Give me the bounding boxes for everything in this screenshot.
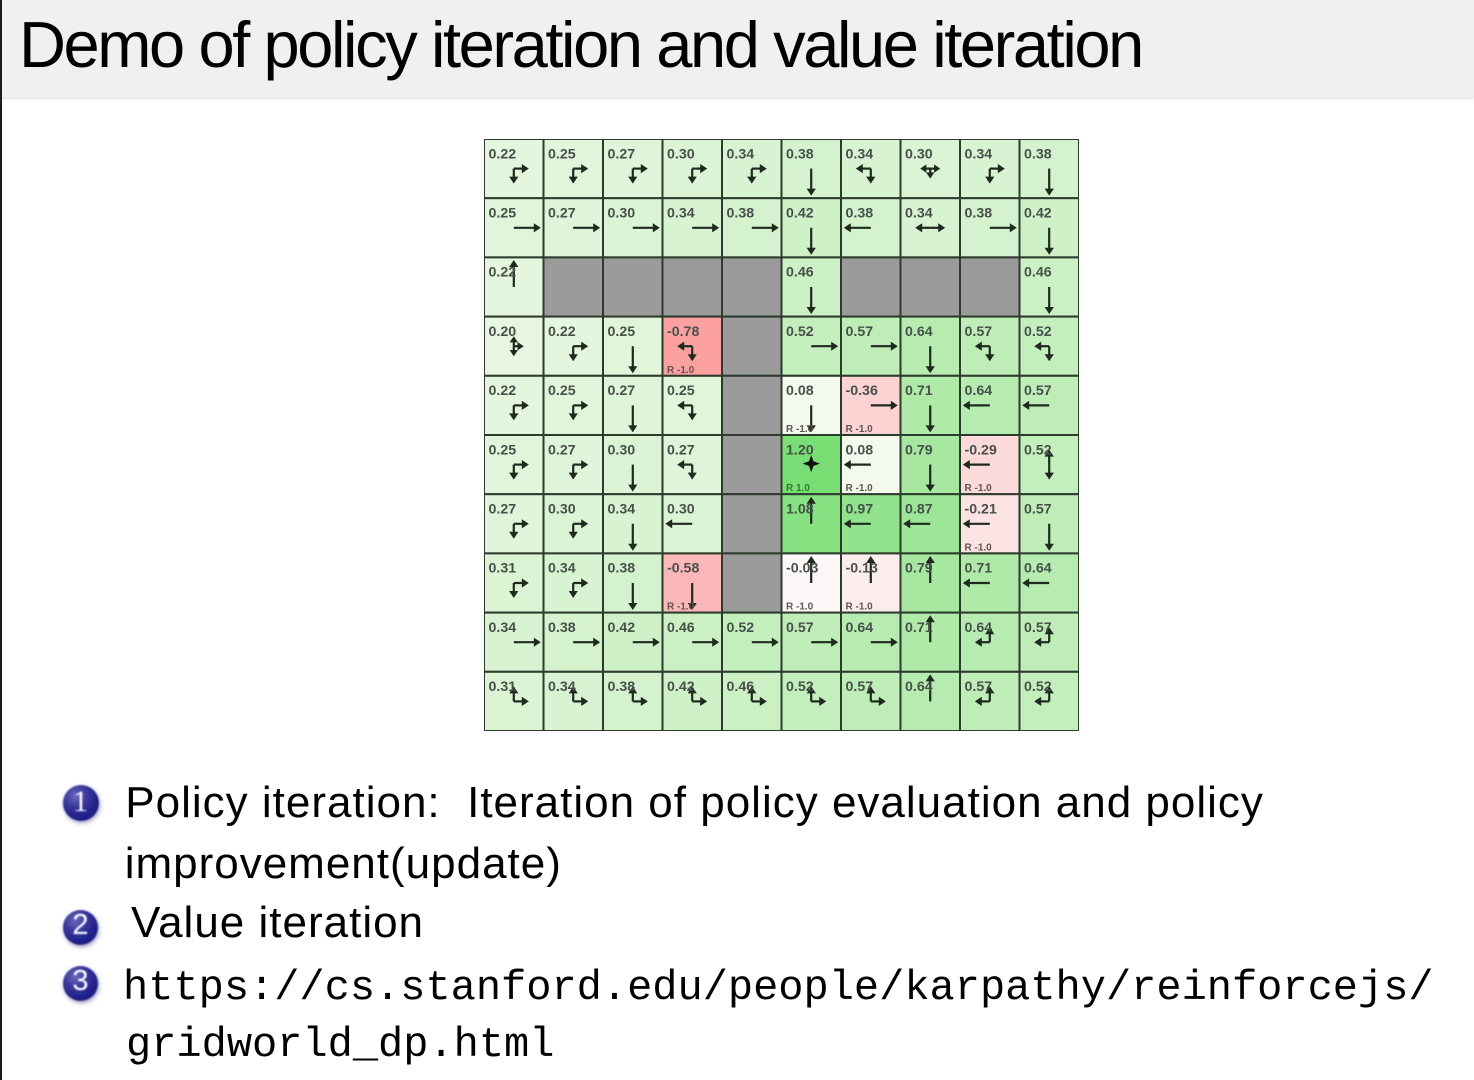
svg-text:0.46: 0.46 [667,620,695,636]
svg-text:0.08: 0.08 [846,442,874,458]
svg-text:0.57: 0.57 [1024,620,1052,636]
svg-text:-0.58: -0.58 [667,561,699,577]
svg-text:0.27: 0.27 [608,146,636,162]
svg-text:0.38: 0.38 [1024,146,1052,162]
svg-text:0.31: 0.31 [489,679,517,695]
svg-text:R -1.0: R -1.0 [667,365,695,376]
svg-text:0.22: 0.22 [489,146,517,162]
svg-text:0.25: 0.25 [608,324,636,340]
svg-text:0.52: 0.52 [1024,324,1052,340]
svg-text:R -1.0: R -1.0 [846,424,874,435]
svg-text:0.57: 0.57 [1024,502,1052,518]
svg-text:-0.29: -0.29 [965,442,997,458]
svg-text:0.64: 0.64 [905,679,933,695]
svg-text:0.71: 0.71 [905,620,933,636]
svg-text:0.38: 0.38 [846,206,874,222]
svg-text:0.42: 0.42 [667,679,695,695]
svg-text:0.64: 0.64 [965,383,993,399]
svg-text:R -1.0: R -1.0 [965,542,993,553]
svg-text:0.30: 0.30 [905,146,933,162]
svg-text:0.46: 0.46 [786,265,814,281]
svg-text:0.42: 0.42 [1024,206,1052,222]
svg-text:0.34: 0.34 [548,679,576,695]
svg-text:0.30: 0.30 [608,206,636,222]
svg-text:0.25: 0.25 [548,146,576,162]
svg-text:R -1.0: R -1.0 [965,483,993,494]
svg-text:0.30: 0.30 [548,502,576,518]
svg-text:0.97: 0.97 [846,502,874,518]
svg-text:0.46: 0.46 [727,679,755,695]
svg-text:-0.13: -0.13 [846,561,878,577]
svg-text:0.27: 0.27 [608,383,636,399]
svg-text:0.57: 0.57 [846,679,874,695]
svg-text:0.57: 0.57 [846,324,874,340]
svg-text:0.25: 0.25 [489,442,517,458]
svg-text:R -1.0: R -1.0 [846,483,874,494]
svg-text:0.34: 0.34 [667,206,695,222]
svg-text:0.34: 0.34 [905,206,933,222]
svg-text:0.25: 0.25 [667,383,695,399]
svg-text:R -1.0: R -1.0 [667,602,695,613]
svg-text:0.57: 0.57 [786,620,814,636]
svg-text:0.64: 0.64 [846,620,874,636]
svg-text:0.64: 0.64 [1024,561,1052,577]
svg-text:0.52: 0.52 [1024,442,1052,458]
svg-text:R 1.0: R 1.0 [786,483,810,494]
svg-text:0.71: 0.71 [965,561,993,577]
svg-text:-0.78: -0.78 [667,324,699,340]
svg-text:0.34: 0.34 [548,561,576,577]
svg-text:0.27: 0.27 [489,502,517,518]
svg-text:0.27: 0.27 [548,442,576,458]
svg-text:R -1.0: R -1.0 [786,424,814,435]
svg-text:0.38: 0.38 [727,206,755,222]
svg-text:0.20: 0.20 [489,324,517,340]
svg-text:0.34: 0.34 [727,146,755,162]
svg-text:0.34: 0.34 [846,146,874,162]
svg-text:0.27: 0.27 [548,206,576,222]
svg-text:-0.21: -0.21 [965,502,997,518]
svg-text:0.34: 0.34 [489,620,517,636]
svg-text:0.38: 0.38 [608,561,636,577]
svg-text:0.38: 0.38 [548,620,576,636]
svg-text:1.08: 1.08 [786,502,814,518]
svg-text:0.30: 0.30 [608,442,636,458]
svg-text:0.30: 0.30 [667,146,695,162]
svg-text:0.38: 0.38 [786,146,814,162]
svg-text:0.34: 0.34 [965,146,993,162]
svg-text:0.22: 0.22 [548,324,576,340]
svg-text:0.34: 0.34 [608,502,636,518]
svg-text:0.79: 0.79 [905,561,933,577]
svg-text:-0.36: -0.36 [846,383,878,399]
svg-text:0.57: 0.57 [965,324,993,340]
svg-text:0.22: 0.22 [489,383,517,399]
svg-text:1.20: 1.20 [786,442,814,458]
svg-text:0.08: 0.08 [786,383,814,399]
svg-text:0.79: 0.79 [905,442,933,458]
svg-text:R -1.0: R -1.0 [786,602,814,613]
svg-text:-0.03: -0.03 [786,561,818,577]
svg-text:0.46: 0.46 [1024,265,1052,281]
svg-text:0.64: 0.64 [965,620,993,636]
svg-text:0.52: 0.52 [1024,679,1052,695]
svg-text:0.52: 0.52 [786,324,814,340]
svg-text:R -1.0: R -1.0 [846,602,874,613]
svg-text:0.42: 0.42 [608,620,636,636]
svg-text:0.57: 0.57 [965,679,993,695]
svg-text:0.22: 0.22 [489,265,517,281]
svg-text:0.27: 0.27 [667,442,695,458]
svg-text:0.31: 0.31 [489,561,517,577]
svg-text:0.25: 0.25 [489,206,517,222]
svg-text:0.42: 0.42 [786,206,814,222]
svg-text:0.52: 0.52 [727,620,755,636]
svg-text:0.38: 0.38 [608,679,636,695]
svg-text:0.64: 0.64 [905,324,933,340]
svg-text:0.87: 0.87 [905,502,933,518]
svg-text:0.57: 0.57 [1024,383,1052,399]
svg-text:0.52: 0.52 [786,679,814,695]
svg-text:0.71: 0.71 [905,383,933,399]
svg-text:0.25: 0.25 [548,383,576,399]
svg-text:0.38: 0.38 [965,206,993,222]
svg-text:0.30: 0.30 [667,502,695,518]
